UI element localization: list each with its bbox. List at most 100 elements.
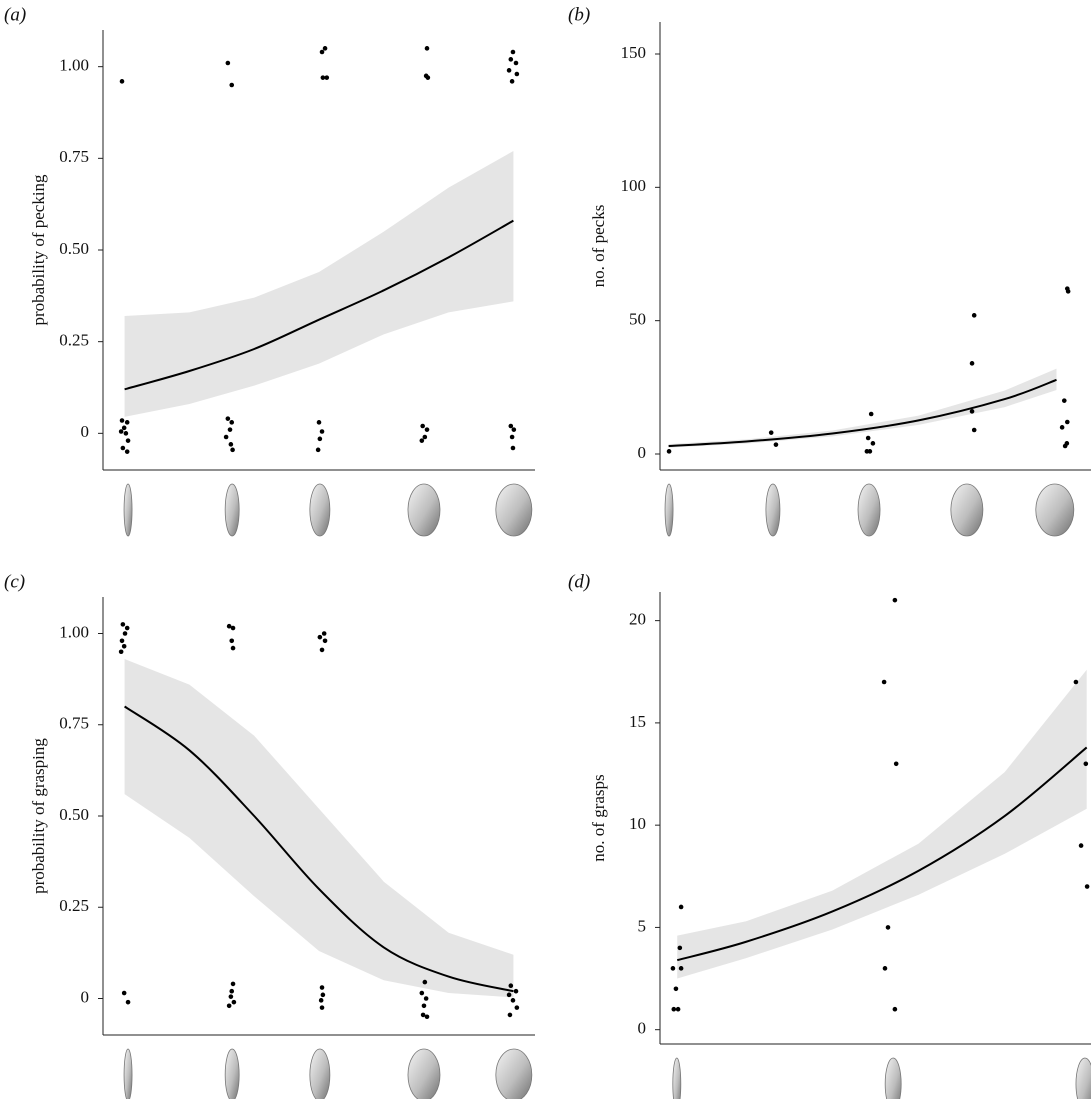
- stimulus-icon: [407, 1048, 441, 1099]
- data-point: [121, 425, 127, 431]
- y-tick-label: 5: [638, 916, 647, 935]
- stimulus-icon: [664, 483, 674, 537]
- data-point: [231, 999, 237, 1005]
- y-tick-label: 0.75: [59, 714, 89, 733]
- data-point: [675, 1006, 681, 1012]
- data-point: [670, 966, 676, 971]
- confidence-band: [668, 368, 1057, 448]
- stimulus-icon: [123, 1048, 133, 1099]
- data-point: [121, 990, 127, 996]
- data-point: [419, 438, 425, 443]
- data-point: [508, 423, 514, 429]
- data-point: [678, 904, 684, 910]
- y-tick-label: 0: [81, 987, 90, 1006]
- y-tick-label: 1.00: [59, 56, 89, 75]
- data-point: [420, 423, 425, 429]
- panel-label: (d): [568, 571, 590, 592]
- data-point: [419, 990, 425, 996]
- y-tick-label: 0.50: [59, 805, 89, 824]
- data-point: [508, 983, 514, 989]
- data-point: [506, 68, 512, 73]
- data-point: [319, 647, 325, 653]
- data-point: [119, 638, 125, 644]
- data-point: [319, 985, 325, 990]
- stimulus-icon: [1075, 1057, 1091, 1099]
- data-point: [120, 445, 126, 451]
- y-tick-label: 100: [621, 176, 647, 195]
- data-point: [514, 71, 520, 77]
- data-point: [1059, 425, 1065, 430]
- y-tick-label: 0.25: [59, 331, 89, 350]
- y-tick-label: 0.25: [59, 896, 89, 915]
- y-tick-label: 20: [629, 610, 646, 629]
- data-point: [317, 436, 323, 442]
- data-point: [317, 634, 323, 640]
- y-tick-label: 50: [629, 310, 646, 329]
- y-tick-label: 15: [629, 712, 646, 731]
- data-point: [511, 427, 517, 432]
- stimulus-icon: [950, 483, 984, 537]
- data-point: [319, 429, 325, 434]
- data-point: [677, 945, 683, 951]
- data-point: [230, 625, 236, 631]
- data-point: [509, 79, 515, 84]
- y-tick-label: 0: [638, 443, 647, 462]
- data-point: [223, 434, 229, 440]
- panel-label: (b): [568, 4, 590, 25]
- confidence-band: [124, 659, 514, 998]
- fit-line: [124, 705, 514, 993]
- stimulus-icon: [123, 483, 133, 537]
- data-point: [230, 645, 236, 651]
- stimulus-icon: [224, 1048, 240, 1099]
- data-point: [420, 1012, 426, 1018]
- data-point: [124, 420, 130, 425]
- data-point: [423, 996, 429, 1001]
- y-axis-label: no. of pecks: [589, 205, 608, 288]
- stimulus-icon: [224, 483, 240, 537]
- y-tick-label: 0: [81, 422, 90, 441]
- y-tick-label: 0.75: [59, 147, 89, 166]
- data-point: [322, 46, 328, 51]
- data-point: [421, 1003, 427, 1009]
- data-point: [424, 427, 430, 432]
- stimulus-icon: [309, 483, 331, 537]
- stimulus-icon: [765, 483, 781, 537]
- data-point: [118, 649, 124, 655]
- data-point: [228, 994, 234, 999]
- data-point: [867, 449, 873, 454]
- data-point: [865, 435, 871, 441]
- data-point: [425, 75, 431, 80]
- data-point: [892, 597, 898, 603]
- y-axis-label: probability of grasping: [29, 738, 48, 894]
- data-point: [1062, 443, 1068, 449]
- data-point: [1061, 398, 1067, 403]
- data-point: [1065, 289, 1071, 294]
- data-point: [508, 57, 514, 62]
- data-point: [893, 761, 899, 767]
- confidence-band: [124, 151, 514, 417]
- data-point: [125, 438, 131, 443]
- data-point: [225, 416, 231, 421]
- data-point: [1078, 843, 1084, 848]
- data-point: [510, 49, 516, 55]
- panel-label: (a): [4, 4, 26, 25]
- data-point: [971, 313, 977, 318]
- stimulus-icon: [309, 1048, 331, 1099]
- data-point: [119, 418, 125, 423]
- data-point: [226, 1003, 232, 1009]
- data-point: [424, 46, 430, 51]
- data-point: [768, 430, 774, 435]
- data-point: [229, 82, 235, 88]
- y-axis-label: probability of pecking: [29, 174, 48, 326]
- y-tick-label: 0: [638, 1019, 647, 1038]
- data-point: [773, 442, 779, 447]
- panel-label: (c): [4, 571, 25, 592]
- data-point: [424, 1014, 430, 1020]
- data-point: [124, 449, 130, 454]
- data-point: [1073, 679, 1079, 685]
- data-point: [125, 999, 131, 1005]
- data-point: [969, 409, 975, 414]
- data-point: [318, 998, 324, 1003]
- y-tick-label: 0.50: [59, 239, 89, 258]
- data-point: [971, 427, 977, 433]
